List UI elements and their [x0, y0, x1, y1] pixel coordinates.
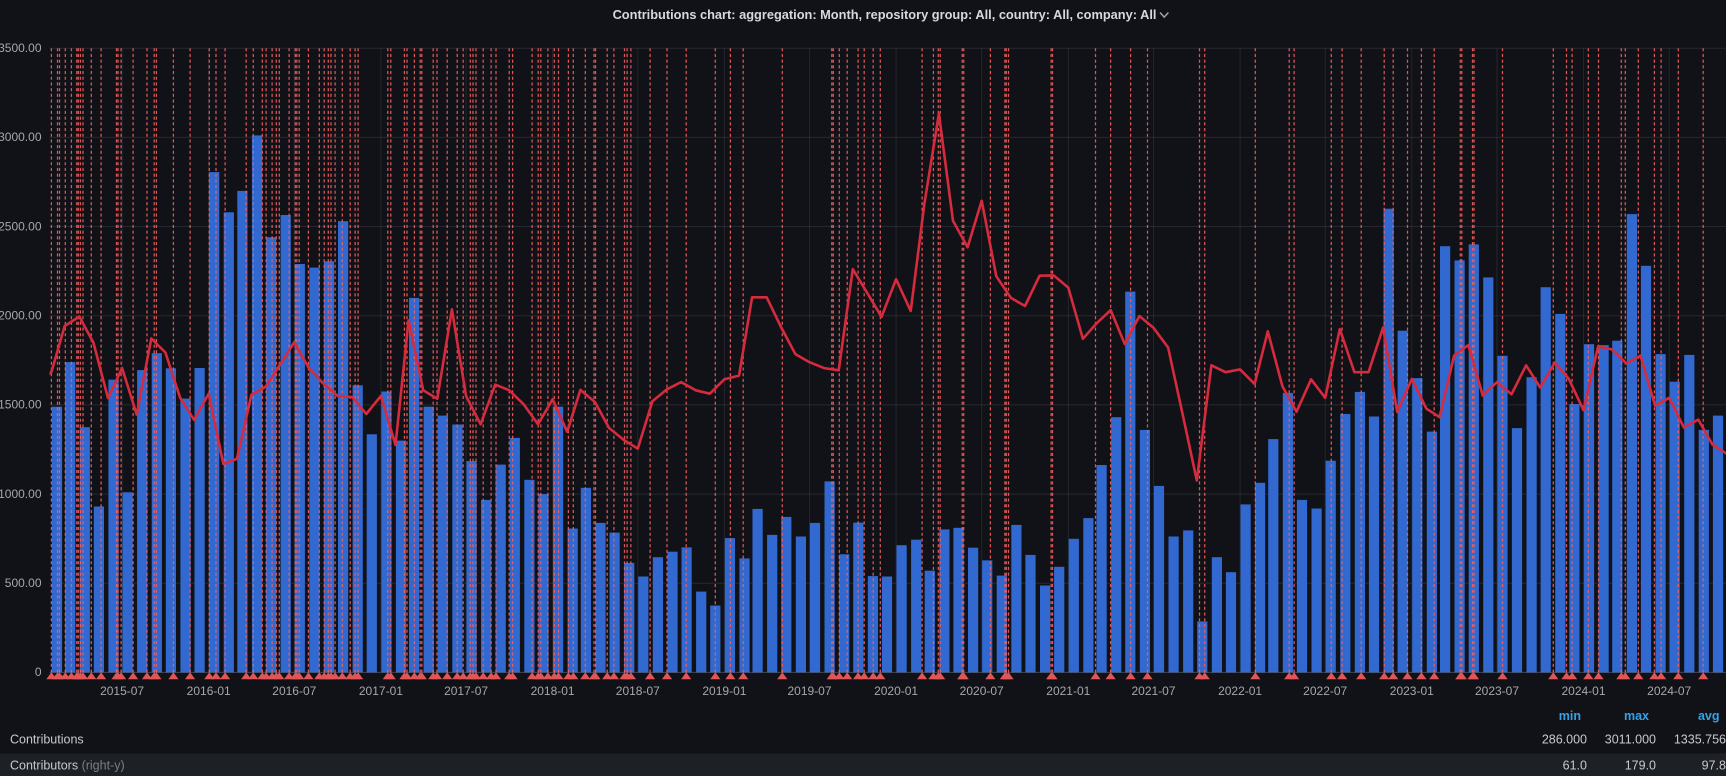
- svg-text:1500.00: 1500.00: [0, 398, 42, 412]
- svg-text:2024-01: 2024-01: [1561, 684, 1605, 698]
- svg-text:2019-07: 2019-07: [787, 684, 831, 698]
- svg-text:avg: avg: [1698, 709, 1720, 723]
- svg-text:61.0: 61.0: [1563, 759, 1587, 773]
- svg-text:1335.756: 1335.756: [1674, 733, 1726, 747]
- svg-text:2017-07: 2017-07: [444, 684, 488, 698]
- svg-text:2020-01: 2020-01: [874, 684, 918, 698]
- svg-text:2020-07: 2020-07: [960, 684, 1004, 698]
- svg-text:2022-01: 2022-01: [1218, 684, 1262, 698]
- svg-text:97.8: 97.8: [1702, 759, 1726, 773]
- svg-text:286.000: 286.000: [1542, 733, 1587, 747]
- svg-text:2015-07: 2015-07: [100, 684, 144, 698]
- svg-text:2017-01: 2017-01: [359, 684, 403, 698]
- svg-text:2024-07: 2024-07: [1647, 684, 1691, 698]
- svg-text:Contributions chart: aggregati: Contributions chart: aggregation: Month,…: [613, 7, 1157, 22]
- svg-text:2021-07: 2021-07: [1131, 684, 1175, 698]
- svg-text:500.00: 500.00: [5, 576, 42, 590]
- svg-text:2000.00: 2000.00: [0, 309, 42, 323]
- svg-text:2018-01: 2018-01: [531, 684, 575, 698]
- svg-text:Contributions: Contributions: [10, 733, 84, 747]
- svg-text:3500.00: 3500.00: [0, 41, 42, 55]
- svg-text:3011.000: 3011.000: [1605, 733, 1656, 747]
- svg-text:1000.00: 1000.00: [0, 487, 42, 501]
- svg-text:0: 0: [35, 665, 42, 679]
- svg-text:Contributors (right-y): Contributors (right-y): [10, 759, 125, 773]
- svg-text:min: min: [1559, 709, 1581, 723]
- svg-text:179.0: 179.0: [1625, 759, 1656, 773]
- svg-text:3000.00: 3000.00: [0, 130, 42, 144]
- svg-text:2018-07: 2018-07: [616, 684, 660, 698]
- svg-text:2023-01: 2023-01: [1390, 684, 1434, 698]
- svg-text:2016-01: 2016-01: [187, 684, 231, 698]
- svg-text:2023-07: 2023-07: [1475, 684, 1519, 698]
- svg-text:2019-01: 2019-01: [702, 684, 746, 698]
- svg-text:2500.00: 2500.00: [0, 219, 42, 233]
- svg-text:2021-01: 2021-01: [1046, 684, 1090, 698]
- svg-text:max: max: [1624, 709, 1649, 723]
- svg-text:2016-07: 2016-07: [272, 684, 316, 698]
- svg-text:2022-07: 2022-07: [1303, 684, 1347, 698]
